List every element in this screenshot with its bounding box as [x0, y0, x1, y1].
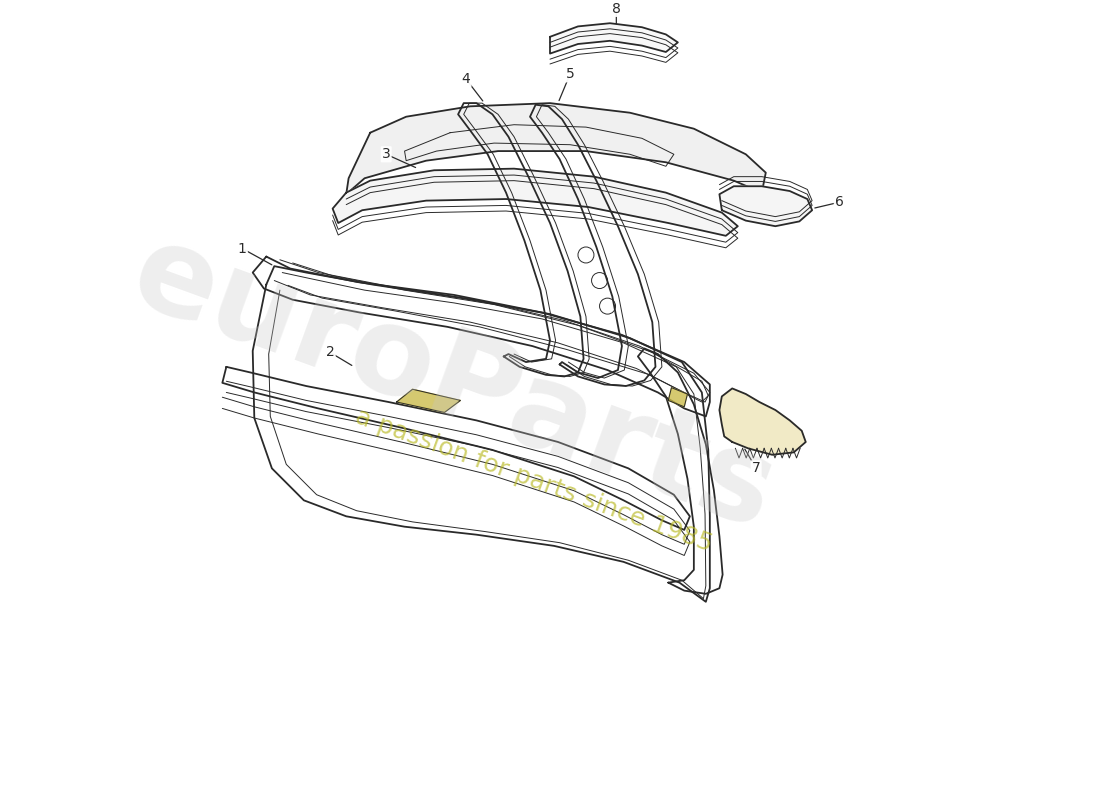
Text: 2: 2	[326, 346, 334, 359]
Polygon shape	[669, 388, 688, 407]
Text: 4: 4	[462, 72, 471, 86]
Polygon shape	[332, 169, 738, 236]
Text: euroParts: euroParts	[118, 214, 791, 554]
Text: a passion for parts since 1985: a passion for parts since 1985	[352, 404, 716, 556]
Text: 8: 8	[612, 2, 620, 16]
Polygon shape	[346, 103, 766, 194]
Polygon shape	[397, 390, 461, 413]
Polygon shape	[719, 389, 805, 454]
Text: 5: 5	[565, 67, 574, 82]
Polygon shape	[719, 186, 812, 226]
Text: 6: 6	[835, 195, 844, 210]
Text: 1: 1	[238, 242, 246, 255]
Text: 7: 7	[751, 462, 760, 475]
Polygon shape	[550, 23, 678, 54]
Text: 3: 3	[382, 147, 390, 162]
